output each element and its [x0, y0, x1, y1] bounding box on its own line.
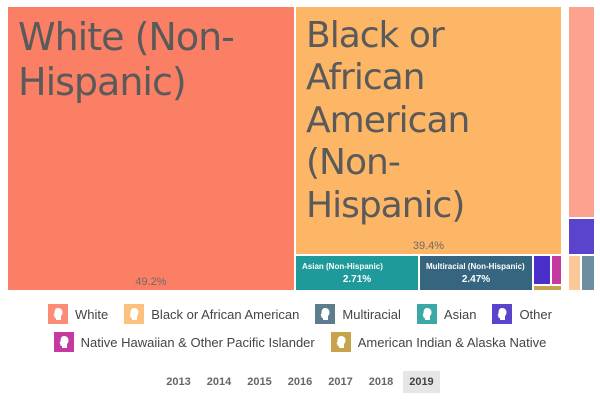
tile-other[interactable]	[533, 255, 551, 285]
year-selector: 2013 2014 2015 2016 2017 2018 2019	[0, 371, 600, 393]
year-button-2013[interactable]: 2013	[166, 376, 191, 388]
legend-item-other[interactable]: Other	[492, 304, 552, 324]
legend-label-multiracial: Multiracial	[342, 306, 401, 322]
tile-multiracial[interactable]: Multiracial (Non-Hispanic) 2.47%	[419, 255, 533, 291]
tile-black[interactable]: Black or African American (Non-Hispanic)…	[295, 6, 562, 255]
legend-label-asian: Asian	[443, 306, 477, 322]
legend-row-1: White Black or African American Multirac…	[0, 300, 600, 328]
legend: White Black or African American Multirac…	[0, 300, 600, 356]
tile-american-indian[interactable]	[533, 285, 562, 291]
treemap-chart: White (Non-Hispanic) 49.2% Black or Afri…	[7, 6, 595, 291]
person-head-icon	[422, 308, 432, 320]
tile-asian-value: 2.71%	[342, 274, 372, 285]
legend-item-multiracial[interactable]: Multiracial	[315, 304, 401, 324]
legend-swatch-native-hawaiian	[53, 332, 74, 352]
legend-label-native-hawaiian: Native Hawaiian & Other Pacific Islander	[80, 334, 315, 350]
legend-item-american-indian[interactable]: American Indian & Alaska Native	[330, 332, 547, 352]
tile-white-value: 49.2%	[135, 276, 167, 288]
legend-item-white[interactable]: White	[48, 304, 108, 324]
legend-label-american-indian: American Indian & Alaska Native	[357, 334, 547, 350]
legend-swatch-multiracial	[315, 304, 336, 324]
legend-swatch-other	[492, 304, 513, 324]
person-head-icon	[497, 308, 507, 320]
tile-asian-label: Asian (Non-Hispanic)	[302, 262, 383, 271]
legend-swatch-white	[48, 304, 69, 324]
person-head-icon	[336, 336, 346, 348]
person-head-icon	[53, 308, 63, 320]
legend-swatch-american-indian	[330, 332, 351, 352]
year-button-2019[interactable]: 2019	[403, 371, 440, 393]
year-button-2016[interactable]: 2016	[287, 376, 313, 388]
tile-side-black[interactable]	[568, 255, 581, 291]
tile-side-other[interactable]	[568, 218, 595, 255]
tile-white-label: White (Non-Hispanic)	[18, 15, 235, 104]
tile-side-multiracial[interactable]	[581, 255, 595, 291]
tile-black-value: 39.4%	[412, 240, 445, 252]
year-button-2015[interactable]: 2015	[247, 376, 272, 388]
tile-white[interactable]: White (Non-Hispanic) 49.2%	[7, 6, 295, 291]
legend-label-white: White	[75, 306, 109, 322]
tile-side-white[interactable]	[568, 6, 595, 218]
legend-item-asian[interactable]: Asian	[416, 304, 477, 324]
legend-item-black[interactable]: Black or African American	[124, 304, 299, 324]
legend-swatch-black	[124, 304, 145, 324]
tile-asian[interactable]: Asian (Non-Hispanic) 2.71%	[295, 255, 419, 291]
person-head-icon	[320, 308, 330, 320]
legend-label-other: Other	[519, 306, 552, 322]
tile-black-label: Black or African American (Non-Hispanic)	[306, 15, 470, 226]
year-button-2017[interactable]: 2017	[328, 376, 353, 388]
person-head-icon	[129, 308, 139, 320]
year-button-2014[interactable]: 2014	[206, 376, 232, 388]
legend-label-black: Black or African American	[151, 306, 300, 322]
tile-multiracial-value: 2.47%	[461, 274, 491, 285]
tile-multiracial-label: Multiracial (Non-Hispanic)	[426, 262, 525, 271]
year-button-2018[interactable]: 2018	[368, 376, 394, 388]
person-head-icon	[59, 336, 69, 348]
legend-item-native-hawaiian[interactable]: Native Hawaiian & Other Pacific Islander	[53, 332, 315, 352]
legend-swatch-asian	[416, 304, 437, 324]
legend-row-2: Native Hawaiian & Other Pacific Islander…	[0, 328, 600, 356]
tile-native-hawaiian[interactable]	[551, 255, 562, 285]
